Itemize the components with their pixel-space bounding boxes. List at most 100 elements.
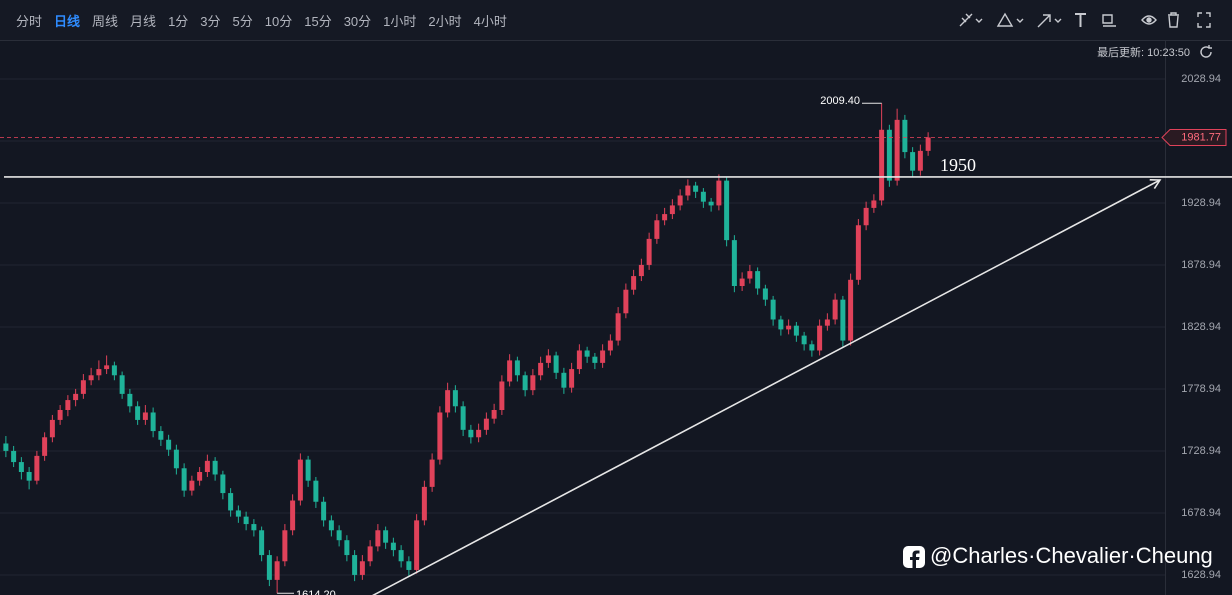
candle-body [669, 205, 675, 215]
candle-body [111, 365, 117, 376]
candle-body [352, 555, 358, 575]
candle-body [685, 185, 691, 196]
candle-body [553, 355, 559, 373]
trend-line [371, 178, 1162, 595]
candle-body [429, 459, 435, 487]
candle-body [739, 278, 745, 287]
icon-fullscreen[interactable] [1197, 12, 1211, 28]
candle-body [886, 129, 892, 181]
candle-body [522, 375, 528, 391]
last-price-tag [1161, 128, 1227, 146]
candle-body [592, 356, 598, 363]
candle-body [452, 390, 458, 407]
candle-body [545, 355, 551, 363]
candle-body [104, 365, 110, 370]
interval-button[interactable]: 2小时 [428, 13, 462, 29]
candle-body [607, 340, 613, 351]
candle-body [716, 180, 722, 206]
interval-button[interactable]: 5分 [232, 13, 253, 29]
icon-arrow[interactable] [1037, 14, 1051, 28]
candle-body [584, 350, 590, 357]
candle-body [181, 468, 187, 491]
interval-toolbar: 分时 日线 周线 月线 1分 3分 5分 10分 15分 30分 1小时 2小时 4小时 [16, 0, 507, 40]
candle-body [662, 214, 668, 221]
candle-body [88, 375, 94, 381]
candle-body [259, 530, 265, 556]
interval-button[interactable]: 15分 [304, 13, 332, 29]
candle-body [49, 419, 55, 438]
icon-note[interactable] [1102, 14, 1116, 27]
candle-body [189, 480, 195, 491]
candle-body [514, 360, 520, 376]
interval-button[interactable]: 日线 [54, 13, 81, 29]
candle-body [282, 530, 288, 562]
icon-caret[interactable] [975, 18, 983, 23]
candles [3, 103, 931, 594]
candle-body [367, 546, 373, 562]
candle-body [569, 369, 575, 388]
candle-body [3, 443, 9, 451]
watermark: @Charles·Chevalier·Cheung [930, 543, 1213, 568]
y-tick-label: 1778.94 [1181, 383, 1221, 395]
candle-body [832, 299, 838, 320]
low-label: 1614.20 [296, 589, 336, 595]
candle-body [142, 412, 148, 420]
candle-body [561, 372, 567, 388]
icon-shape[interactable] [996, 12, 1014, 27]
candle-body [824, 319, 830, 326]
candle-body [26, 471, 32, 481]
interval-button[interactable]: 10分 [264, 13, 293, 29]
candle-body [700, 191, 706, 202]
icon-caret[interactable] [1054, 18, 1062, 23]
icon-text[interactable] [1075, 13, 1086, 27]
candle-body [251, 524, 257, 531]
candle-body [166, 439, 172, 450]
candle-body [406, 561, 412, 570]
candle-body [762, 288, 768, 300]
candle-body [11, 450, 17, 463]
candle-body [42, 437, 48, 456]
icon-eye-pupil[interactable] [1146, 17, 1152, 23]
candle-body [855, 225, 861, 280]
candle-body [328, 520, 334, 531]
candle-body [778, 319, 784, 330]
interval-button[interactable]: 4小时 [473, 13, 507, 29]
candle-body [204, 460, 210, 472]
candle-body [158, 431, 164, 440]
candle-body [708, 201, 714, 206]
y-tick-label: 1728.94 [1181, 445, 1221, 457]
candle-body [871, 200, 877, 208]
candle-body [344, 540, 350, 556]
icon-caret[interactable] [1016, 18, 1024, 23]
candle-body [507, 360, 513, 382]
candle-body [631, 276, 637, 290]
candle-body [336, 530, 342, 541]
overlays: 1950 1981.77 2009.40 1614.20 [0, 95, 1232, 595]
candle-body [73, 393, 79, 401]
candle-body [747, 271, 753, 279]
candle-body [615, 313, 621, 341]
interval-button[interactable]: 分时 [16, 13, 43, 29]
candle-body [491, 410, 497, 419]
icon-lines[interactable] [959, 13, 973, 27]
high-label: 2009.40 [820, 95, 860, 107]
interval-button[interactable]: 30分 [343, 13, 372, 29]
icon-eye[interactable] [1141, 15, 1157, 25]
candle-body [600, 350, 606, 363]
toolbar-icons [959, 12, 1212, 58]
interval-button[interactable]: 1小时 [383, 13, 417, 29]
icon-trash[interactable] [1168, 12, 1179, 28]
candle-body [96, 369, 102, 376]
interval-button[interactable]: 周线 [92, 13, 119, 29]
interval-button[interactable]: 月线 [130, 13, 157, 29]
candle-body [910, 152, 916, 171]
candle-body [228, 493, 234, 511]
y-tick-label: 1678.94 [1181, 507, 1221, 519]
icon-refresh[interactable] [1200, 45, 1212, 58]
candle-body [786, 325, 792, 330]
interval-button[interactable]: 3分 [200, 13, 221, 29]
candle-body [460, 406, 466, 430]
candle-body [793, 325, 799, 336]
interval-button[interactable]: 1分 [168, 13, 189, 29]
